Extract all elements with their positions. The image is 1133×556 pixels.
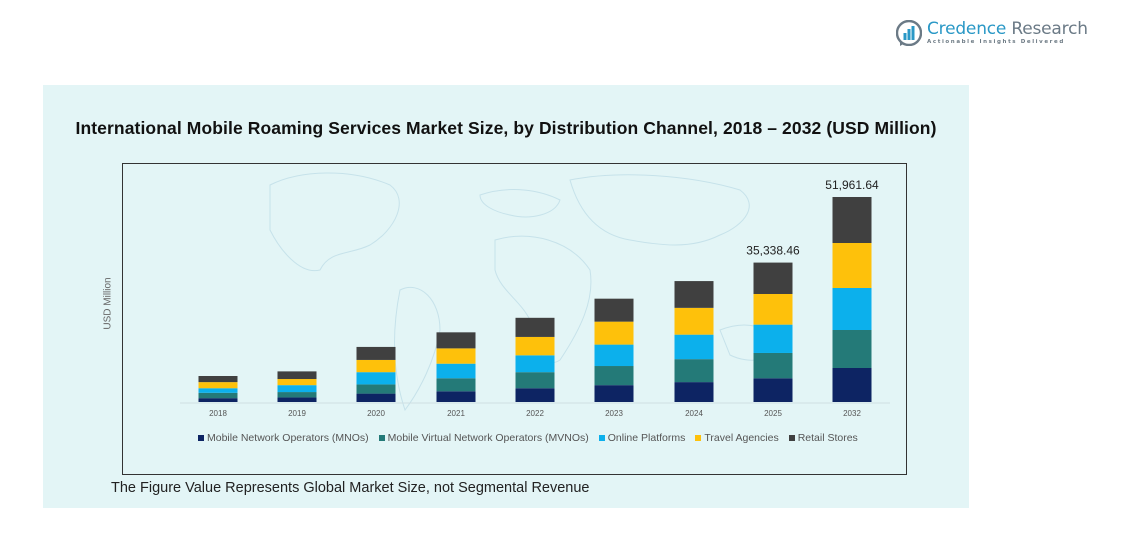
bar-segment-2022-series-1 bbox=[515, 372, 555, 389]
chart-title: International Mobile Roaming Services Ma… bbox=[75, 118, 937, 138]
x-tick-label: 2025 bbox=[764, 409, 782, 418]
bar-segment-2019-series-2 bbox=[277, 385, 317, 393]
bar-segment-2021-series-4 bbox=[436, 332, 476, 349]
bar-segment-2018-series-4 bbox=[198, 376, 238, 383]
bar-segment-2018-series-1 bbox=[198, 392, 238, 399]
chart-legend: Mobile Network Operators (MNOs) Mobile Vi… bbox=[198, 432, 858, 444]
chart-panel: International Mobile Roaming Services Ma… bbox=[43, 85, 969, 508]
legend-swatch bbox=[378, 435, 385, 441]
data-label-2032: 51,961.64 bbox=[825, 178, 879, 192]
legend-item-4: Retail Stores bbox=[788, 432, 858, 444]
bar-segment-2023-series-1 bbox=[594, 366, 634, 386]
bar-segment-2022-series-2 bbox=[515, 355, 555, 373]
bar-segment-2018-series-3 bbox=[198, 382, 238, 389]
legend-swatch bbox=[788, 435, 795, 441]
x-tick-label: 2018 bbox=[209, 409, 227, 418]
bar-segment-2021-series-0 bbox=[436, 391, 476, 402]
x-tick-label: 2020 bbox=[367, 409, 385, 418]
bar-segment-2019-series-1 bbox=[277, 392, 317, 398]
x-tick-label: 2024 bbox=[685, 409, 703, 418]
bar-segment-2021-series-3 bbox=[436, 348, 476, 364]
bar-segment-2024-series-3 bbox=[674, 307, 714, 335]
bar-segment-2023-series-3 bbox=[594, 321, 634, 345]
legend-label: Online Platforms bbox=[607, 432, 686, 444]
bar-segment-2024-series-0 bbox=[674, 382, 714, 402]
bar-segment-2032-series-2 bbox=[832, 287, 872, 330]
x-tick-label: 2021 bbox=[447, 409, 465, 418]
logo-mark-icon bbox=[896, 20, 922, 46]
bar-segment-2021-series-1 bbox=[436, 378, 476, 392]
bar-segment-2020-series-2 bbox=[356, 372, 396, 385]
bar-segment-2021-series-2 bbox=[436, 363, 476, 379]
data-label-2025: 35,338.46 bbox=[746, 244, 800, 258]
bar-segment-2023-series-4 bbox=[594, 298, 634, 322]
bar-segment-2025-series-3 bbox=[753, 293, 793, 325]
bar-segment-2032-series-0 bbox=[832, 368, 872, 402]
bar-segment-2024-series-2 bbox=[674, 334, 714, 360]
brand-name-secondary: Research bbox=[1011, 18, 1088, 39]
brand-logo: Credence Research Actionable Insights De… bbox=[896, 20, 1088, 46]
bar-segment-2032-series-1 bbox=[832, 329, 872, 369]
legend-swatch bbox=[598, 435, 605, 441]
brand-name-primary: Credence bbox=[927, 18, 1007, 39]
legend-item-0: Mobile Network Operators (MNOs) bbox=[198, 432, 369, 444]
y-axis-label: USD Million bbox=[102, 277, 114, 330]
x-tick-label: 2032 bbox=[843, 409, 861, 418]
legend-label: Mobile Network Operators (MNOs) bbox=[207, 432, 369, 444]
bar-segment-2025-series-2 bbox=[753, 324, 793, 353]
brand-name: Credence Research bbox=[927, 18, 1088, 39]
bar-segment-2019-series-0 bbox=[277, 397, 317, 402]
legend-swatch bbox=[198, 435, 204, 441]
bar-segment-2018-series-0 bbox=[198, 398, 238, 402]
legend-label: Travel Agencies bbox=[704, 432, 779, 444]
footnote: The Figure Value Represents Global Marke… bbox=[111, 480, 590, 496]
bar-segment-2024-series-1 bbox=[674, 359, 714, 383]
x-tick-label: 2022 bbox=[526, 409, 544, 418]
bar-segment-2025-series-1 bbox=[753, 352, 793, 379]
bar-segment-2020-series-1 bbox=[356, 384, 396, 394]
x-tick-label: 2023 bbox=[605, 409, 623, 418]
legend-label: Mobile Virtual Network Operators (MVNOs) bbox=[387, 432, 589, 444]
legend-item-2: Online Platforms bbox=[598, 432, 686, 444]
bar-segment-2023-series-0 bbox=[594, 385, 634, 402]
bar-segment-2025-series-4 bbox=[753, 262, 793, 294]
bar-segment-2020-series-4 bbox=[356, 346, 396, 360]
bars-group bbox=[198, 196, 872, 402]
bar-segment-2025-series-0 bbox=[753, 378, 793, 402]
legend-label: Retail Stores bbox=[797, 432, 858, 444]
bar-segment-2022-series-4 bbox=[515, 317, 555, 337]
bar-segment-2032-series-3 bbox=[832, 242, 872, 288]
plot-frame bbox=[122, 163, 907, 475]
bar-segment-2022-series-3 bbox=[515, 336, 555, 356]
x-tick-label: 2019 bbox=[288, 409, 306, 418]
bar-segment-2020-series-0 bbox=[356, 393, 396, 402]
x-tick-labels: 2018 2019 2020 2021 2022 2023 2024 2025 2032 bbox=[209, 409, 861, 418]
bar-segment-2024-series-4 bbox=[674, 281, 714, 308]
bar-segment-2022-series-0 bbox=[515, 388, 555, 402]
bar-segment-2019-series-4 bbox=[277, 371, 317, 380]
legend-item-1: Mobile Virtual Network Operators (MVNOs) bbox=[378, 432, 589, 444]
data-labels: 35,338.46 51,961.64 bbox=[746, 178, 879, 258]
brand-tagline: Actionable Insights Delivered bbox=[927, 38, 1065, 45]
legend-item-3: Travel Agencies bbox=[695, 432, 779, 444]
bar-segment-2023-series-2 bbox=[594, 344, 634, 367]
bar-segment-2019-series-3 bbox=[277, 379, 317, 386]
legend-swatch bbox=[695, 435, 702, 441]
bar-segment-2020-series-3 bbox=[356, 359, 396, 373]
bar-segment-2018-series-2 bbox=[198, 388, 238, 393]
bar-segment-2032-series-4 bbox=[832, 196, 872, 243]
